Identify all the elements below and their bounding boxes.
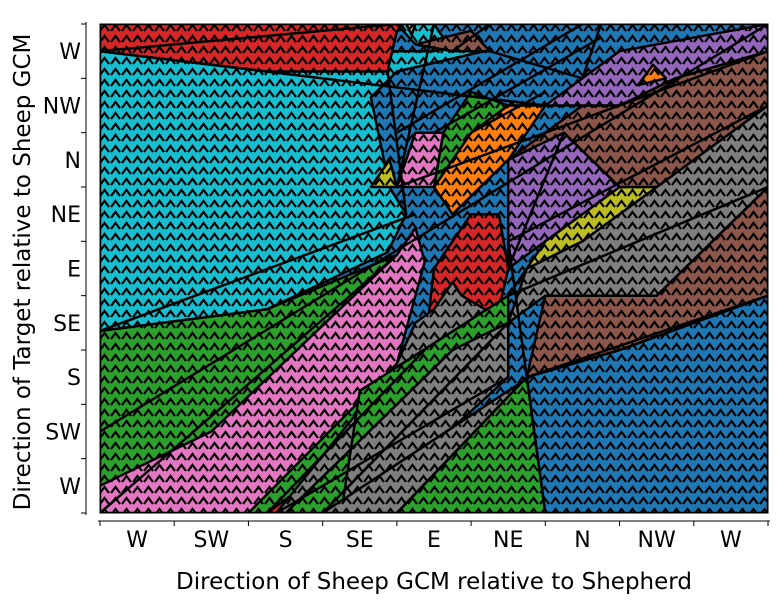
y-tick-label: NE xyxy=(51,203,81,228)
region-hatch-17 xyxy=(434,91,509,187)
boundary-line-20 xyxy=(451,24,491,53)
boundary-line-5 xyxy=(266,349,426,513)
y-axis-title: Direction of Target relative to Sheep GC… xyxy=(10,34,36,511)
x-tick-label: NE xyxy=(493,528,523,553)
x-tick-label: E xyxy=(427,528,441,553)
region-hatch-22 xyxy=(415,30,490,52)
y-tick-label: N xyxy=(65,149,81,174)
boundary-line-10 xyxy=(507,132,566,269)
x-tick-label: W xyxy=(126,528,148,553)
boundary-line-4 xyxy=(100,253,398,513)
region-hatch-9 xyxy=(396,377,546,513)
boundary-line-8 xyxy=(395,376,528,513)
plot-frame xyxy=(99,23,769,514)
region-hatch-19 xyxy=(370,159,397,187)
region-hatch-2 xyxy=(100,24,425,72)
y-tick-label: NW xyxy=(43,95,81,120)
x-tick-label: SE xyxy=(346,528,374,553)
boundary-line-21 xyxy=(470,90,546,134)
x-tick-label: W xyxy=(720,528,742,553)
region-hatch-16 xyxy=(434,105,546,215)
boundary-line-15 xyxy=(370,70,398,99)
region-hatch-24 xyxy=(406,24,416,35)
region-hatch-7 xyxy=(285,295,509,513)
y-tick-label: SE xyxy=(53,312,81,337)
boundary-line-16 xyxy=(396,24,584,134)
y-tick-label: E xyxy=(67,258,81,283)
boundary-line-14 xyxy=(386,71,408,215)
boundary-line-1 xyxy=(100,49,546,107)
boundary-line-2 xyxy=(100,212,416,333)
boundary-line-13 xyxy=(526,294,768,379)
plot-area xyxy=(100,24,768,513)
boundary-line-6 xyxy=(275,376,509,513)
y-tick-label: S xyxy=(67,366,81,391)
boundary-line-19 xyxy=(395,24,436,188)
region-hatch-15 xyxy=(545,24,768,106)
x-tick-label: NW xyxy=(638,528,676,553)
boundary-line-11 xyxy=(507,104,768,243)
y-tick-label: W xyxy=(59,40,81,65)
boundary-line-0 xyxy=(100,24,398,53)
axes: W SW S SE E NE N NW W W SW S SE E NE N NW W xyxy=(43,22,770,553)
x-tick-label: N xyxy=(574,528,590,553)
boundary-line-17 xyxy=(433,36,602,134)
x-tick-label: S xyxy=(279,528,293,553)
region-hatch-14 xyxy=(508,51,768,188)
region-hatch-1 xyxy=(100,24,601,331)
x-tick-label: SW xyxy=(193,528,229,553)
y-tick-label: W xyxy=(59,475,81,500)
boundary-line-18 xyxy=(396,49,768,189)
boundary-line-12 xyxy=(507,185,768,297)
boundary-line-7 xyxy=(321,321,510,513)
x-axis-title: Direction of Sheep GCM relative to Sheph… xyxy=(176,569,692,595)
region-hatch-23 xyxy=(638,64,666,86)
y-tick-label: SW xyxy=(45,421,81,446)
